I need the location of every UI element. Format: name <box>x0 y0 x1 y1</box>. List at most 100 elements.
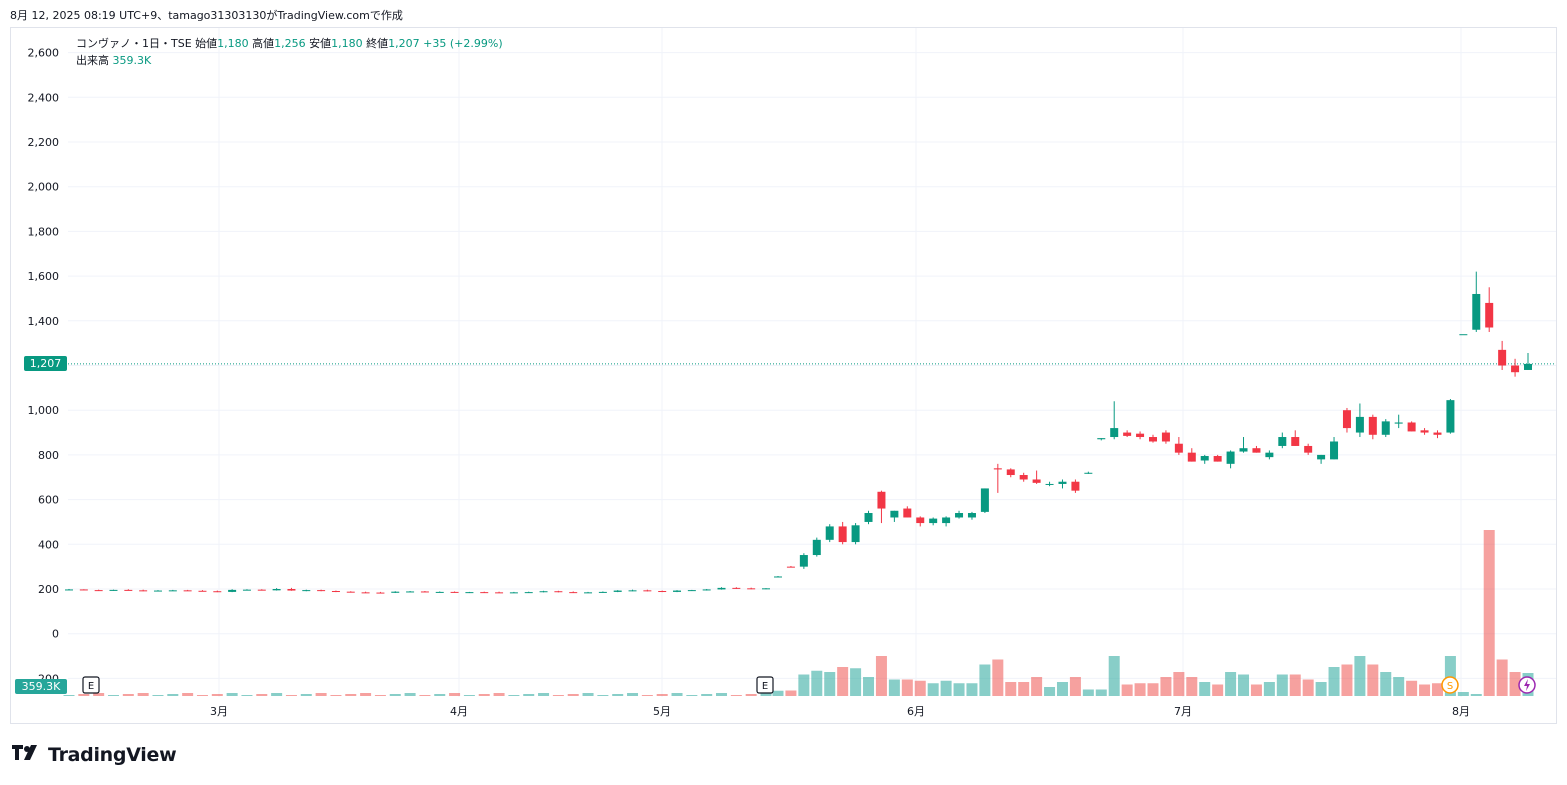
tradingview-logo[interactable]: TradingView <box>12 744 177 766</box>
candle-body[interactable] <box>65 589 73 591</box>
candle-body[interactable] <box>643 590 652 592</box>
candle-body[interactable] <box>864 513 873 522</box>
candle-body[interactable] <box>1420 430 1429 433</box>
candle-body[interactable] <box>993 468 1002 470</box>
candle-body[interactable] <box>1174 443 1183 453</box>
candle-body[interactable] <box>435 591 444 593</box>
candle-body[interactable] <box>524 592 533 594</box>
candle-body[interactable] <box>1058 481 1067 484</box>
candle-body[interactable] <box>1511 365 1520 373</box>
candle-body[interactable] <box>747 588 756 590</box>
candle-body[interactable] <box>272 589 281 591</box>
candle-body[interactable] <box>838 526 847 543</box>
candle-body[interactable] <box>1304 445 1313 453</box>
candle-body[interactable] <box>539 591 548 593</box>
candle-body[interactable] <box>1342 410 1351 429</box>
candle-body[interactable] <box>702 589 711 591</box>
candle-body[interactable] <box>480 592 489 594</box>
candle-body[interactable] <box>1330 441 1339 460</box>
split-marker[interactable] <box>1441 676 1459 694</box>
candle-body[interactable] <box>317 590 326 592</box>
candle-body[interactable] <box>812 539 821 556</box>
candle-body[interactable] <box>287 589 296 591</box>
candle-body[interactable] <box>1187 452 1196 462</box>
candle-body[interactable] <box>509 592 518 594</box>
candle-body[interactable] <box>1252 448 1261 453</box>
candle-body[interactable] <box>628 590 637 592</box>
candle-body[interactable] <box>1071 481 1080 491</box>
candle-body[interactable] <box>242 589 251 591</box>
candle-body[interactable] <box>1097 438 1106 440</box>
candle-body[interactable] <box>257 589 266 591</box>
candle-body[interactable] <box>124 589 133 591</box>
candle-body[interactable] <box>955 513 964 518</box>
candle-body[interactable] <box>391 591 400 593</box>
candle-body[interactable] <box>1123 432 1132 436</box>
candle-body[interactable] <box>967 513 976 518</box>
candle-body[interactable] <box>1265 452 1274 458</box>
candle-body[interactable] <box>1149 437 1157 442</box>
candle-body[interactable] <box>1368 416 1377 435</box>
candle-body[interactable] <box>1524 363 1532 370</box>
candle-body[interactable] <box>213 591 222 593</box>
candle-body[interactable] <box>302 590 311 592</box>
candle-body[interactable] <box>376 592 385 594</box>
candle-body[interactable] <box>153 590 162 592</box>
candle-body[interactable] <box>1045 483 1054 485</box>
candle-body[interactable] <box>109 589 118 591</box>
candle-body[interactable] <box>1110 428 1119 438</box>
candle-body[interactable] <box>980 488 989 512</box>
candle-body[interactable] <box>598 591 607 593</box>
candle-body[interactable] <box>584 592 593 594</box>
candle-body[interactable] <box>406 591 415 593</box>
candle-body[interactable] <box>799 555 808 567</box>
candle-body[interactable] <box>687 590 696 592</box>
candle-body[interactable] <box>465 592 474 594</box>
candle-body[interactable] <box>139 590 148 592</box>
candle-body[interactable] <box>786 566 795 568</box>
candle-body[interactable] <box>1394 422 1403 424</box>
candle-body[interactable] <box>198 590 207 592</box>
candle-body[interactable] <box>774 576 782 578</box>
candle-body[interactable] <box>1317 454 1326 460</box>
candle-body[interactable] <box>732 587 741 589</box>
candle-body[interactable] <box>1459 334 1468 336</box>
candle-body[interactable] <box>361 592 370 594</box>
candle-body[interactable] <box>1136 433 1145 438</box>
candle-body[interactable] <box>228 589 237 592</box>
candle-body[interactable] <box>890 510 899 518</box>
candle-body[interactable] <box>1433 432 1442 435</box>
chart-frame[interactable] <box>10 27 1557 724</box>
candle-body[interactable] <box>1355 416 1364 433</box>
candle-body[interactable] <box>554 591 563 593</box>
earnings-marker[interactable] <box>756 676 774 694</box>
candle-body[interactable] <box>79 589 88 591</box>
candle-body[interactable] <box>1239 448 1248 452</box>
candle-body[interactable] <box>717 587 726 590</box>
candle-body[interactable] <box>1485 302 1494 328</box>
candle-body[interactable] <box>929 518 938 524</box>
candle-body[interactable] <box>1446 400 1455 433</box>
candle-body[interactable] <box>1019 475 1028 480</box>
candle-body[interactable] <box>1407 422 1416 432</box>
candle-body[interactable] <box>450 591 459 593</box>
candle-body[interactable] <box>942 517 951 524</box>
candle-body[interactable] <box>762 588 770 590</box>
candle-body[interactable] <box>1291 437 1300 446</box>
candle-body[interactable] <box>673 590 682 592</box>
candle-body[interactable] <box>346 591 355 593</box>
candle-body[interactable] <box>658 591 667 593</box>
candle-body[interactable] <box>1278 437 1287 446</box>
candle-body[interactable] <box>183 590 192 592</box>
candle-body[interactable] <box>1498 349 1507 366</box>
candle-body[interactable] <box>495 592 504 594</box>
candle-body[interactable] <box>569 592 578 594</box>
candle-body[interactable] <box>916 517 925 524</box>
candle-body[interactable] <box>1161 432 1170 442</box>
candle-body[interactable] <box>877 491 886 509</box>
candle-body[interactable] <box>825 526 834 540</box>
candle-body[interactable] <box>420 591 429 593</box>
candle-body[interactable] <box>1472 293 1481 330</box>
candle-body[interactable] <box>1381 421 1390 435</box>
